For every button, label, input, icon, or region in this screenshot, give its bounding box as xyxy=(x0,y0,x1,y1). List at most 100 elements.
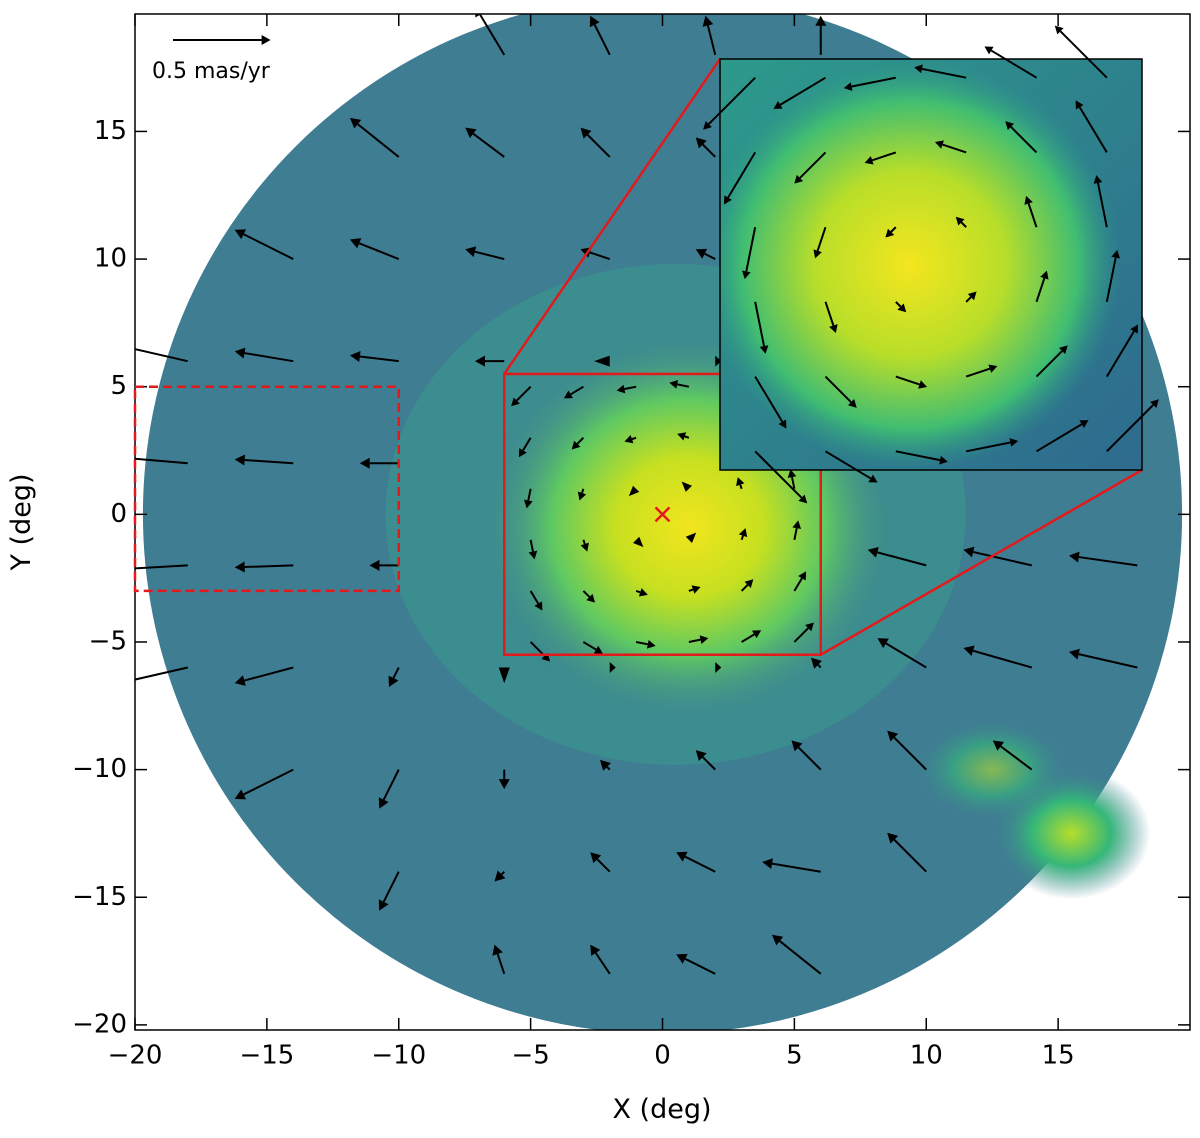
arrow xyxy=(794,151,827,184)
arrow-shaft xyxy=(593,24,611,56)
arrow xyxy=(895,301,907,313)
x-tick-label: 0 xyxy=(654,1041,671,1071)
blob xyxy=(913,716,1072,823)
arrow xyxy=(624,434,637,444)
arrow xyxy=(135,457,188,465)
arrow-shaft xyxy=(965,367,991,378)
arrow-shaft xyxy=(1059,30,1108,79)
arrow xyxy=(234,666,294,686)
arrow-head xyxy=(843,82,853,91)
arrow xyxy=(498,667,510,684)
region-box xyxy=(133,385,400,593)
arrow-shaft xyxy=(965,296,972,303)
arrow-shaft xyxy=(741,633,755,643)
arrow xyxy=(580,127,611,158)
arrow xyxy=(234,768,294,800)
arrow xyxy=(349,351,399,363)
arrow-head xyxy=(465,246,477,258)
arrow xyxy=(1035,270,1049,303)
arrow-shaft xyxy=(972,551,1032,567)
arrow-head xyxy=(580,127,592,139)
arrow-head xyxy=(963,546,975,558)
arrow-head xyxy=(778,419,787,429)
arrow-shaft xyxy=(754,376,784,423)
arrow xyxy=(824,301,838,334)
arrow-shaft xyxy=(893,736,927,771)
arrow-head xyxy=(918,380,928,389)
arrow-head xyxy=(119,342,130,353)
y-tick-label: 0 xyxy=(110,499,127,529)
arrow xyxy=(1106,399,1159,453)
arrow-shaft xyxy=(754,450,803,499)
arrow-head xyxy=(234,229,247,240)
arrow-shaft xyxy=(1010,126,1038,154)
arrow xyxy=(681,481,692,492)
arrow-shaft xyxy=(570,385,584,396)
arrow-head xyxy=(829,324,838,334)
arrow-head xyxy=(877,638,889,649)
arrow-shaft xyxy=(1078,653,1138,669)
arrow-head xyxy=(261,35,271,45)
arrow xyxy=(582,641,603,654)
arrow xyxy=(494,870,506,882)
arrow xyxy=(787,469,797,490)
arrow-head xyxy=(1068,648,1080,660)
y-tick-label: −5 xyxy=(89,626,127,656)
y-tick-label: −10 xyxy=(72,754,127,784)
arrow-head xyxy=(695,750,707,762)
arrow-shaft xyxy=(576,437,585,445)
x-tick-label: −20 xyxy=(108,1041,163,1071)
arrow-shaft xyxy=(727,151,757,199)
arrow xyxy=(723,151,757,205)
arrow-shaft xyxy=(1035,350,1063,378)
arrow xyxy=(635,639,656,649)
arrow-head xyxy=(723,195,732,205)
arrow-head xyxy=(593,355,610,367)
arrow-head xyxy=(378,899,389,911)
arrow xyxy=(771,934,822,975)
arrow xyxy=(635,588,648,597)
arrow-shaft xyxy=(589,251,611,261)
arrow-head xyxy=(646,639,656,649)
arrow-head xyxy=(1079,420,1089,428)
arrow-head xyxy=(681,481,692,492)
arrow xyxy=(349,117,400,158)
arrow-shaft xyxy=(244,666,294,682)
arrow-head xyxy=(492,944,503,956)
arrow-head xyxy=(967,291,977,301)
arrow-shaft xyxy=(582,590,591,598)
arrow-head xyxy=(593,645,603,654)
arrow-shaft xyxy=(684,957,716,975)
arrow xyxy=(590,944,611,975)
arrow-head xyxy=(528,550,538,560)
arrow xyxy=(984,46,1038,79)
arrow-shaft xyxy=(779,76,827,106)
arrow-shaft xyxy=(684,435,690,439)
arrow-shaft xyxy=(1105,257,1117,303)
arrow-head xyxy=(815,15,827,26)
arrow xyxy=(688,585,701,594)
arrow-shaft xyxy=(392,667,400,679)
arrow-head xyxy=(599,759,611,771)
arrow-head xyxy=(638,588,648,597)
arrow xyxy=(609,662,616,674)
arrow-shaft xyxy=(702,143,716,158)
arrow-shaft xyxy=(635,640,648,646)
arrow xyxy=(688,635,709,644)
arrow-head xyxy=(864,156,874,165)
arrow-head xyxy=(887,730,899,742)
key-label: 0.5 mas/yr xyxy=(152,59,271,84)
y-tick-label: 15 xyxy=(94,116,127,146)
arrow xyxy=(877,638,927,669)
arrow xyxy=(715,355,722,367)
arrow xyxy=(895,450,948,465)
arrow-head xyxy=(810,657,822,669)
arrow-shaft xyxy=(1035,277,1046,303)
arrow-shaft xyxy=(244,352,294,363)
arrow-shaft xyxy=(797,746,822,771)
arrow xyxy=(135,666,188,681)
arrow-head xyxy=(715,662,722,674)
arrow-head xyxy=(914,64,923,74)
arrow-shaft xyxy=(594,952,611,975)
arrow-head xyxy=(465,127,477,139)
